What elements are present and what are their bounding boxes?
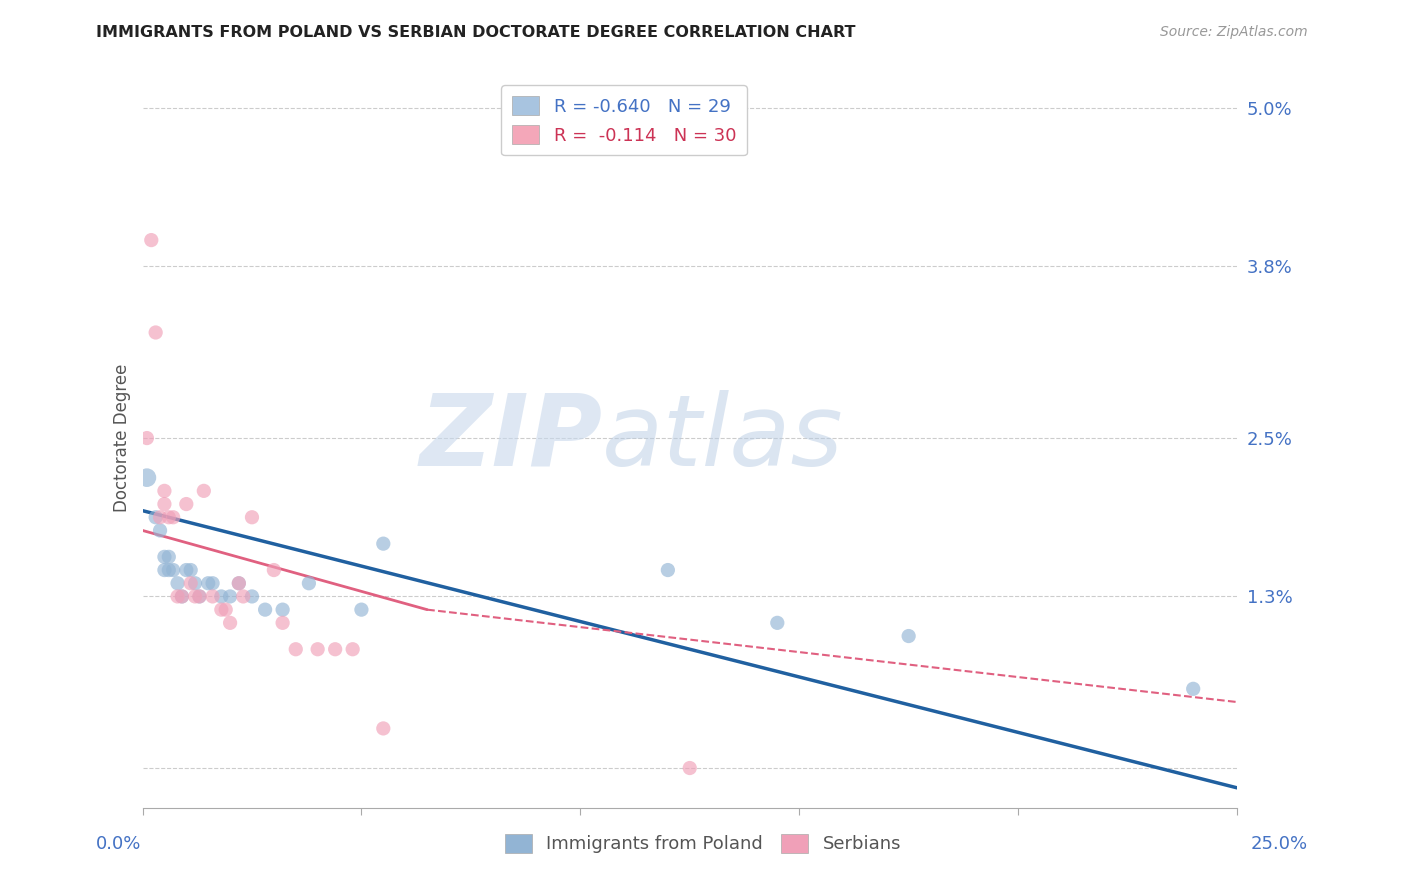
Text: ZIP: ZIP [419, 390, 602, 486]
Point [1182, 681, 1205, 696]
Point [657, 563, 679, 577]
Point [153, 549, 176, 564]
Point [219, 590, 242, 604]
Point [193, 483, 215, 498]
Point [307, 642, 329, 657]
Point [228, 576, 250, 591]
Point [153, 497, 176, 511]
Point [215, 602, 238, 616]
Point [240, 590, 263, 604]
Point [766, 615, 789, 630]
Point [271, 615, 294, 630]
Point [209, 590, 232, 604]
Point [232, 590, 254, 604]
Point [897, 629, 920, 643]
Text: IMMIGRANTS FROM POLAND VS SERBIAN DOCTORATE DEGREE CORRELATION CHART: IMMIGRANTS FROM POLAND VS SERBIAN DOCTOR… [96, 25, 855, 40]
Text: Source: ZipAtlas.com: Source: ZipAtlas.com [1160, 25, 1308, 39]
Legend: R = -0.640   N = 29, R =  -0.114   N = 30: R = -0.640 N = 29, R = -0.114 N = 30 [502, 85, 747, 155]
Point [162, 563, 184, 577]
Point [145, 326, 167, 340]
Point [263, 563, 285, 577]
Point [141, 233, 163, 247]
Point [188, 590, 211, 604]
Text: 0.0%: 0.0% [96, 835, 141, 853]
Point [153, 483, 176, 498]
Point [201, 590, 224, 604]
Point [184, 576, 207, 591]
Point [135, 431, 157, 445]
Point [228, 576, 250, 591]
Point [166, 576, 188, 591]
Point [201, 576, 224, 591]
Point [149, 510, 172, 524]
Point [240, 510, 263, 524]
Text: atlas: atlas [602, 390, 844, 486]
Point [679, 761, 702, 775]
Point [145, 510, 167, 524]
Point [170, 590, 193, 604]
Point [135, 470, 157, 484]
Point [209, 602, 232, 616]
Point [153, 563, 176, 577]
Point [166, 590, 188, 604]
Point [219, 615, 242, 630]
Point [180, 563, 202, 577]
Point [188, 590, 211, 604]
Point [197, 576, 219, 591]
Point [373, 536, 395, 550]
Point [254, 602, 277, 616]
Point [184, 590, 207, 604]
Point [298, 576, 321, 591]
Point [157, 549, 180, 564]
Point [180, 576, 202, 591]
Point [170, 590, 193, 604]
Point [162, 510, 184, 524]
Y-axis label: Doctorate Degree: Doctorate Degree [114, 364, 131, 512]
Point [271, 602, 294, 616]
Text: 25.0%: 25.0% [1250, 835, 1308, 853]
Point [149, 524, 172, 538]
Point [342, 642, 364, 657]
Point [157, 510, 180, 524]
Point [323, 642, 346, 657]
Point [157, 563, 180, 577]
Point [373, 722, 395, 736]
Point [176, 497, 198, 511]
Point [284, 642, 307, 657]
Point [350, 602, 373, 616]
Point [176, 563, 198, 577]
Legend: Immigrants from Poland, Serbians: Immigrants from Poland, Serbians [498, 826, 908, 861]
